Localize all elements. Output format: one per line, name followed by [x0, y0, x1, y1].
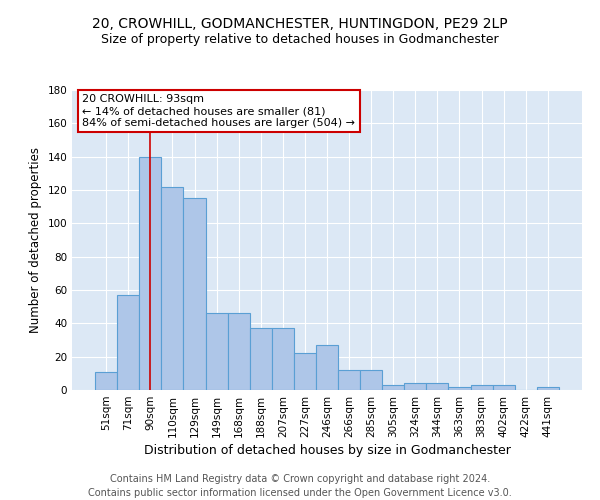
Bar — [360, 370, 382, 390]
Bar — [338, 370, 360, 390]
Bar — [448, 386, 470, 390]
Bar — [184, 198, 206, 390]
Bar — [139, 156, 161, 390]
Bar — [250, 328, 272, 390]
Bar — [206, 314, 227, 390]
Bar — [95, 372, 117, 390]
Bar — [493, 385, 515, 390]
Bar — [294, 354, 316, 390]
Bar — [161, 186, 184, 390]
Bar — [537, 386, 559, 390]
Bar — [382, 385, 404, 390]
Text: Contains HM Land Registry data © Crown copyright and database right 2024.
Contai: Contains HM Land Registry data © Crown c… — [88, 474, 512, 498]
Y-axis label: Number of detached properties: Number of detached properties — [29, 147, 42, 333]
X-axis label: Distribution of detached houses by size in Godmanchester: Distribution of detached houses by size … — [143, 444, 511, 457]
Bar — [117, 295, 139, 390]
Text: 20 CROWHILL: 93sqm
← 14% of detached houses are smaller (81)
84% of semi-detache: 20 CROWHILL: 93sqm ← 14% of detached hou… — [82, 94, 355, 128]
Bar — [404, 384, 427, 390]
Bar — [427, 384, 448, 390]
Text: 20, CROWHILL, GODMANCHESTER, HUNTINGDON, PE29 2LP: 20, CROWHILL, GODMANCHESTER, HUNTINGDON,… — [92, 18, 508, 32]
Bar — [470, 385, 493, 390]
Bar — [316, 345, 338, 390]
Bar — [272, 328, 294, 390]
Text: Size of property relative to detached houses in Godmanchester: Size of property relative to detached ho… — [101, 32, 499, 46]
Bar — [227, 314, 250, 390]
